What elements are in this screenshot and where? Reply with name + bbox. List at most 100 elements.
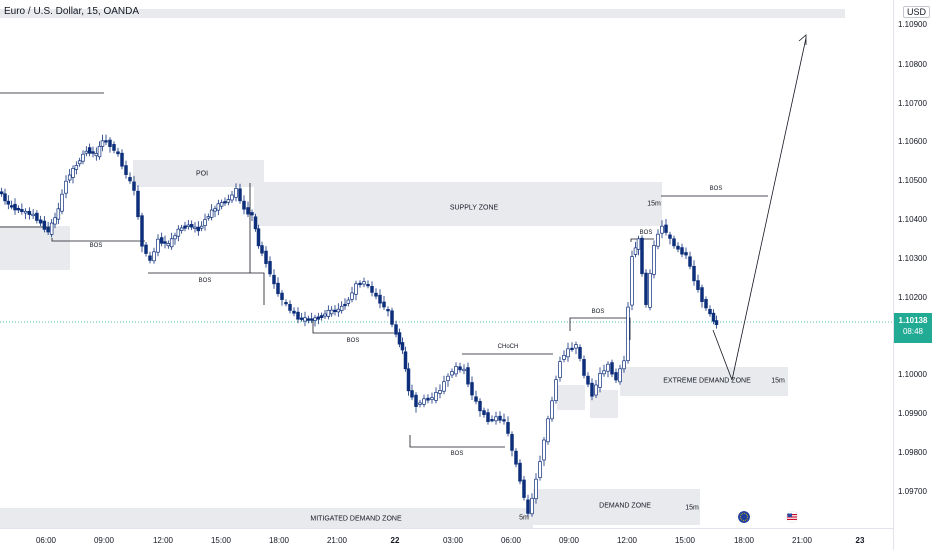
bear-candle — [386, 309, 390, 312]
bull-candle — [23, 210, 28, 214]
bear-candle — [144, 244, 148, 254]
bull-candle — [313, 317, 317, 321]
bear-candle — [159, 237, 164, 244]
bull-candle — [660, 225, 664, 234]
bos-line-4 — [409, 435, 505, 448]
eu-flag-icon[interactable] — [738, 511, 750, 523]
time-tick-day: 22 — [390, 536, 400, 545]
bear-candle — [692, 265, 696, 282]
time-tick: 15:00 — [210, 536, 232, 545]
bear-candle — [506, 422, 510, 434]
bull-candle — [60, 193, 64, 212]
bos-label: BOS — [450, 451, 464, 457]
supply-tf-label: 15m — [647, 200, 661, 208]
time-tick: 18:00 — [733, 536, 755, 545]
bear-candle — [128, 177, 132, 182]
bos-label: BOS — [346, 338, 360, 344]
chart-canvas[interactable] — [0, 0, 893, 528]
bear-candle — [163, 241, 167, 244]
bear-candle — [140, 215, 144, 247]
bull-candle — [100, 140, 105, 147]
bull-candle — [169, 238, 174, 248]
bear-candle — [104, 140, 108, 143]
bull-candle — [81, 153, 85, 162]
us-flag-icon[interactable] — [786, 511, 798, 523]
bear-candle — [390, 310, 394, 325]
bull-candle — [67, 174, 72, 181]
bear-candle — [478, 400, 482, 412]
bear-candle — [242, 200, 246, 210]
bear-candle — [13, 203, 17, 211]
bull-candle — [354, 283, 358, 295]
bear-candle — [148, 255, 152, 261]
time-axis[interactable] — [0, 528, 893, 551]
mitigated-tf-label: 5m — [519, 514, 529, 522]
bull-candle — [303, 317, 307, 322]
bull-candle — [339, 305, 344, 311]
poi-label: POI — [195, 170, 209, 178]
bear-candle — [343, 303, 347, 307]
bear-candle — [124, 165, 128, 175]
bull-candle — [538, 461, 542, 478]
time-tick: 09:00 — [558, 536, 580, 545]
bull-candle — [530, 497, 534, 515]
bear-candle — [700, 287, 704, 302]
bear-candle — [518, 462, 522, 482]
bear-candle — [410, 390, 414, 398]
bear-candle — [672, 238, 676, 247]
bear-candle — [284, 302, 288, 305]
bear-candle — [316, 316, 321, 320]
bull-candle — [438, 390, 442, 394]
bull-candle — [94, 153, 99, 157]
bear-candle — [3, 193, 7, 202]
small-demand-zone-2 — [590, 390, 618, 418]
bull-candle — [442, 381, 446, 392]
bull-candle — [336, 308, 341, 313]
bos-line-3 — [312, 320, 394, 334]
price-tick: 1.10500 — [898, 176, 927, 185]
bull-candle — [566, 348, 570, 358]
bear-candle — [510, 434, 514, 451]
time-tick: 06:00 — [500, 536, 522, 545]
bull-candle — [494, 416, 498, 422]
bull-candle — [216, 203, 221, 211]
bear-candle — [696, 280, 700, 290]
bear-candle — [680, 247, 684, 255]
bull-candle — [546, 418, 550, 443]
bear-candle — [196, 226, 201, 232]
bear-candle — [42, 220, 47, 230]
bear-candle — [120, 152, 124, 167]
bear-candle — [299, 317, 304, 320]
price-axis[interactable] — [893, 0, 932, 550]
bear-candle — [614, 372, 618, 381]
price-tick: 1.10200 — [898, 293, 927, 302]
bull-candle — [193, 226, 197, 229]
bos-label: BOS — [639, 230, 653, 236]
bull-candle — [53, 217, 57, 225]
bear-candle — [132, 181, 136, 191]
bear-candle — [610, 362, 614, 375]
bull-candle — [326, 310, 331, 317]
bull-candle — [74, 165, 79, 170]
bull-candle — [574, 344, 578, 349]
bear-candle — [406, 368, 411, 392]
bos-line-6 — [630, 238, 654, 242]
bull-candle — [31, 213, 35, 217]
bear-candle — [394, 324, 398, 335]
bear-candle — [711, 312, 716, 322]
bear-candle — [684, 252, 688, 256]
price-tick: 1.10800 — [898, 60, 927, 69]
bull-candle — [71, 168, 75, 178]
bear-candle — [112, 144, 116, 151]
bear-candle — [382, 301, 386, 308]
bear-candle — [272, 274, 276, 285]
current-price-value: 1.10138 — [898, 316, 928, 325]
bear-candle — [9, 205, 14, 208]
bear-candle — [640, 237, 644, 275]
bear-candle — [458, 366, 462, 371]
choch-label: CHoCH — [497, 344, 519, 350]
bear-candle — [0, 191, 4, 195]
bear-candle — [414, 394, 418, 407]
currency-badge[interactable]: USD — [903, 6, 931, 18]
